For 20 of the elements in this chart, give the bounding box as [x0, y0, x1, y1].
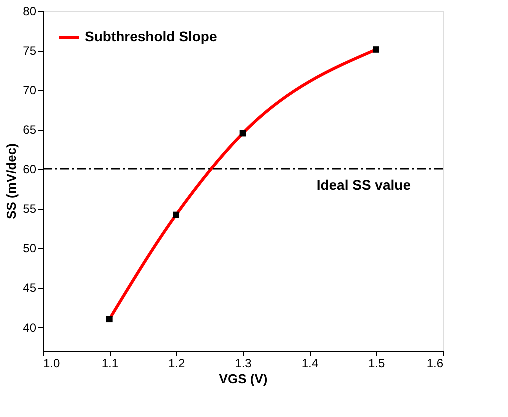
- y-tick-label: 75: [23, 44, 37, 58]
- ref-line-label: Ideal SS value: [316, 177, 412, 194]
- y-tick-label: 55: [23, 202, 37, 216]
- x-axis-title: VGS (V): [219, 372, 268, 386]
- x-tick-label: 1.1: [102, 356, 119, 370]
- y-tick-label: 80: [23, 4, 37, 18]
- x-tick-label: 1.5: [368, 356, 386, 370]
- y-tick-label: 70: [23, 84, 37, 98]
- x-tick-label: 1.0: [44, 356, 61, 370]
- x-tick-label: 1.6: [426, 356, 444, 370]
- y-tick-label: 65: [23, 123, 37, 138]
- legend-label: Subthreshold Slope: [85, 28, 218, 44]
- y-axis-title: SS (mV/dec): [4, 144, 20, 220]
- x-tick-label: 1.3: [235, 356, 252, 370]
- y-tick-label: 50: [23, 242, 37, 256]
- x-tick-label: 1.2: [168, 356, 186, 370]
- x-tick-label: 1.4: [302, 356, 319, 370]
- y-tick-label: 45: [23, 281, 37, 296]
- y-tick-label: 60: [23, 162, 37, 177]
- y-tick-label: 40: [23, 320, 37, 335]
